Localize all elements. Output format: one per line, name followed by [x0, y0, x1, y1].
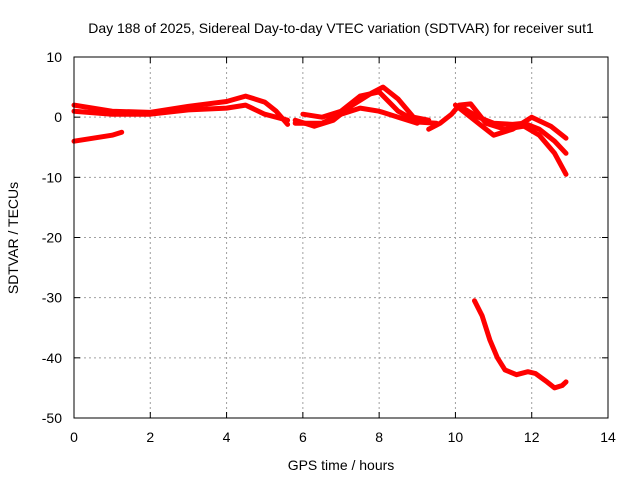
- series-trace-e: [292, 105, 420, 126]
- data-layer: [71, 84, 569, 391]
- y-tick-label: 0: [54, 109, 62, 125]
- y-tick-label: -10: [42, 169, 62, 185]
- x-tick-label: 10: [448, 429, 464, 445]
- y-tick-label: -30: [42, 290, 62, 306]
- y-tick-label: 10: [46, 49, 62, 65]
- y-axis-label: SDTVAR / TECUs: [5, 182, 21, 294]
- x-tick-label: 8: [375, 429, 383, 445]
- x-tick-label: 0: [70, 429, 78, 445]
- x-tick-label: 2: [146, 429, 154, 445]
- x-tick-label: 6: [299, 429, 307, 445]
- series-trace-j: [472, 298, 569, 391]
- y-tick-label: -20: [42, 230, 62, 246]
- x-tick-label: 12: [524, 429, 540, 445]
- series-trace-b: [71, 102, 291, 123]
- tick-labels: 0 2 4 6 8 10 12 14 10 0 -10 -20 -30 -40 -50: [42, 49, 616, 445]
- series-trace-g: [426, 101, 569, 177]
- y-tick-label: -50: [42, 410, 62, 426]
- x-tick-label: 4: [223, 429, 231, 445]
- series-trace-a: [71, 93, 291, 127]
- chart-title: Day 188 of 2025, Sidereal Day-to-day VTE…: [88, 20, 594, 36]
- series-trace-i: [460, 105, 569, 156]
- series-trace-c: [71, 129, 125, 144]
- x-axis-label: GPS time / hours: [288, 457, 395, 473]
- series-trace-h: [452, 102, 569, 141]
- series-trace-f: [300, 89, 439, 126]
- x-tick-label: 14: [600, 429, 616, 445]
- plot-frame: [73, 56, 609, 419]
- y-tick-label: -40: [42, 350, 62, 366]
